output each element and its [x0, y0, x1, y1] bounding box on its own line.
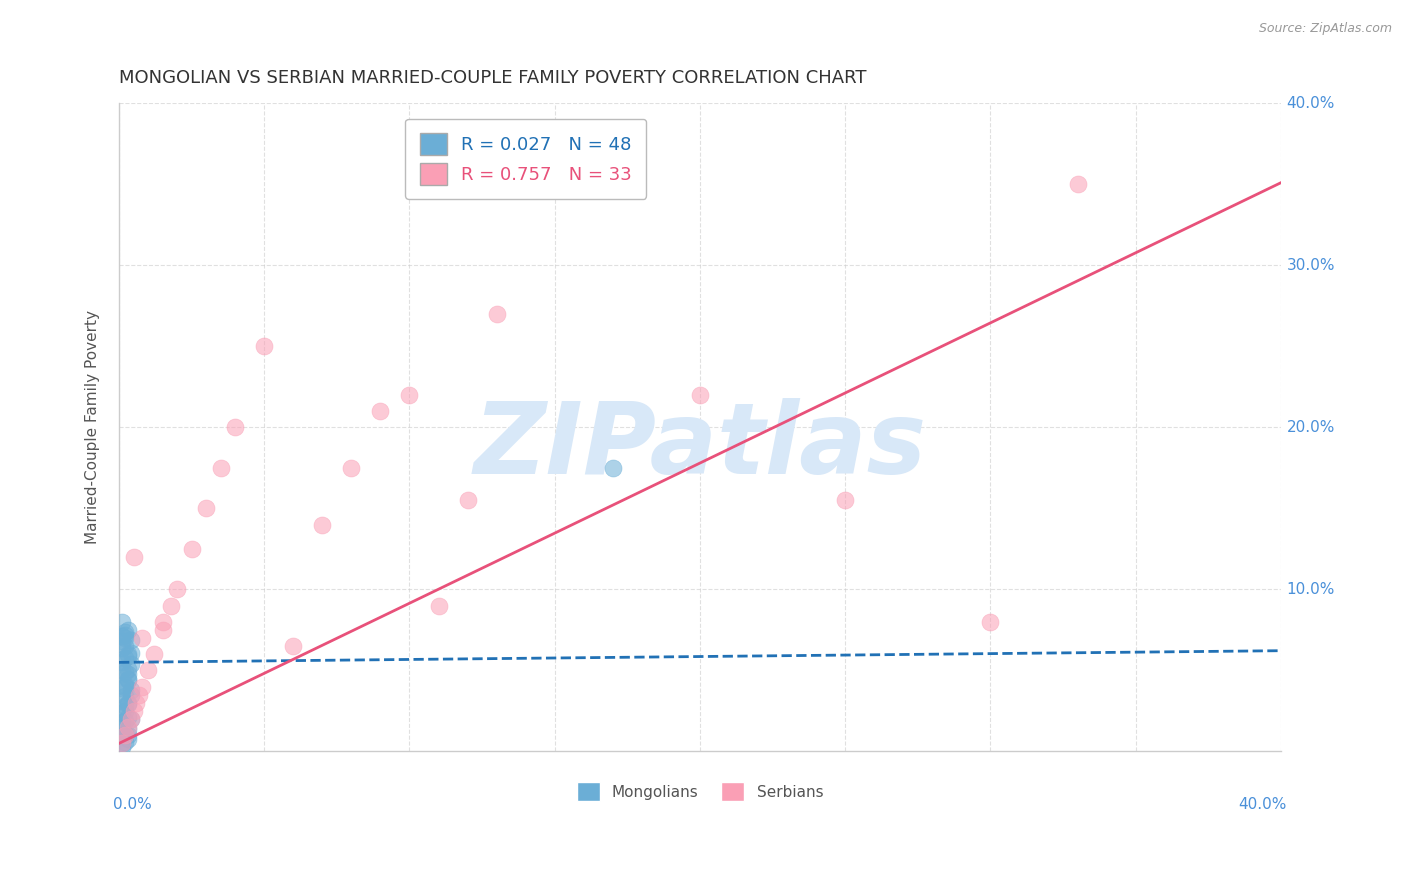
Point — [142, 647, 165, 661]
Point — [117, 662, 139, 676]
Point — [122, 549, 145, 564]
Point — [125, 696, 148, 710]
Point — [114, 624, 136, 639]
Point — [195, 501, 218, 516]
Text: 0.0%: 0.0% — [114, 797, 152, 812]
Point — [117, 731, 139, 746]
Point — [122, 704, 145, 718]
Point — [180, 541, 202, 556]
Point — [128, 688, 150, 702]
Point — [152, 615, 174, 629]
Point — [114, 726, 136, 740]
Point — [111, 720, 134, 734]
Point — [114, 728, 136, 742]
Point — [117, 710, 139, 724]
Point — [209, 461, 232, 475]
Point — [111, 615, 134, 629]
Point — [114, 631, 136, 645]
Point — [114, 680, 136, 694]
Point — [689, 388, 711, 402]
Point — [120, 657, 142, 671]
Text: ZIPatlas: ZIPatlas — [474, 399, 927, 495]
Point — [427, 599, 450, 613]
Point — [111, 681, 134, 696]
Point — [114, 699, 136, 714]
Point — [136, 664, 159, 678]
Point — [114, 650, 136, 665]
Point — [117, 720, 139, 734]
Point — [120, 712, 142, 726]
Point — [111, 634, 134, 648]
Legend: Mongolians, Serbians: Mongolians, Serbians — [569, 775, 831, 809]
Point — [120, 646, 142, 660]
Point — [111, 736, 134, 750]
Point — [111, 715, 134, 730]
Text: Source: ZipAtlas.com: Source: ZipAtlas.com — [1258, 22, 1392, 36]
Point — [114, 690, 136, 704]
Point — [485, 307, 508, 321]
Point — [111, 694, 134, 708]
Point — [117, 698, 139, 712]
Point — [120, 712, 142, 726]
Point — [117, 728, 139, 742]
Point — [111, 736, 134, 750]
Point — [114, 678, 136, 692]
Point — [131, 680, 153, 694]
Point — [117, 696, 139, 710]
Text: 40.0%: 40.0% — [1286, 95, 1334, 111]
Point — [111, 629, 134, 643]
Point — [117, 648, 139, 663]
Point — [114, 665, 136, 679]
Point — [311, 517, 333, 532]
Point — [120, 632, 142, 647]
Point — [114, 628, 136, 642]
Text: MONGOLIAN VS SERBIAN MARRIED-COUPLE FAMILY POVERTY CORRELATION CHART: MONGOLIAN VS SERBIAN MARRIED-COUPLE FAMI… — [120, 69, 866, 87]
Point — [120, 682, 142, 697]
Text: 20.0%: 20.0% — [1286, 420, 1334, 435]
Y-axis label: Married-Couple Family Poverty: Married-Couple Family Poverty — [86, 310, 100, 544]
Point — [340, 461, 363, 475]
Point — [602, 461, 624, 475]
Point — [114, 714, 136, 728]
Point — [111, 640, 134, 655]
Point — [111, 706, 134, 720]
Point — [114, 728, 136, 742]
Point — [370, 404, 392, 418]
Point — [166, 582, 188, 597]
Point — [117, 623, 139, 637]
Text: 30.0%: 30.0% — [1286, 258, 1336, 273]
Point — [131, 631, 153, 645]
Point — [117, 647, 139, 661]
Point — [160, 599, 183, 613]
Point — [152, 623, 174, 637]
Point — [111, 664, 134, 678]
Point — [253, 339, 276, 353]
Point — [979, 615, 1001, 629]
Point — [117, 666, 139, 681]
Point — [457, 493, 479, 508]
Point — [114, 639, 136, 653]
Point — [111, 739, 134, 754]
Text: 40.0%: 40.0% — [1239, 797, 1286, 812]
Point — [117, 672, 139, 686]
Point — [283, 639, 305, 653]
Point — [834, 493, 856, 508]
Point — [114, 704, 136, 718]
Point — [398, 388, 420, 402]
Point — [117, 722, 139, 736]
Point — [1066, 178, 1088, 192]
Text: 10.0%: 10.0% — [1286, 582, 1334, 597]
Point — [224, 420, 246, 434]
Point — [117, 673, 139, 688]
Point — [120, 688, 142, 702]
Point — [111, 656, 134, 670]
Point — [114, 735, 136, 749]
